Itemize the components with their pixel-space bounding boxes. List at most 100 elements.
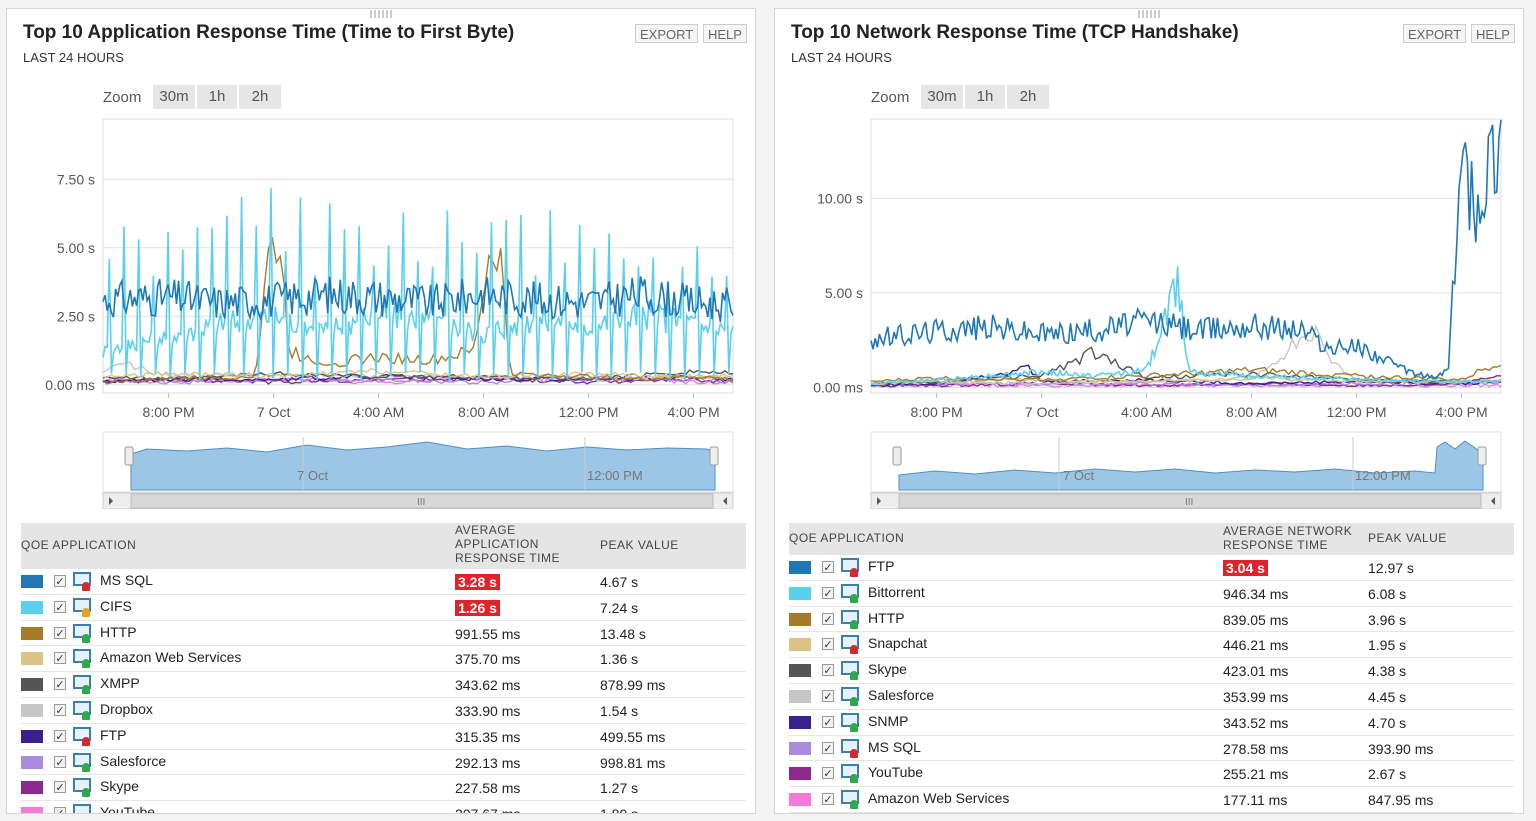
series-visibility-checkbox[interactable]: ✓ xyxy=(54,652,66,666)
range-navigator[interactable]: 7 Oct 12:00 PM III xyxy=(102,431,734,509)
series-visibility-checkbox[interactable]: ✓ xyxy=(822,741,834,755)
application-name: HTTP xyxy=(100,623,137,640)
series-line[interactable] xyxy=(102,276,734,323)
navigator-left-handle[interactable] xyxy=(124,446,134,466)
x-tick-label: 4:00 AM xyxy=(353,404,404,420)
x-axis-labels: 8:00 PM 7 Oct 4:00 AM 8:00 AM 12:00 PM 4:00 P… xyxy=(911,393,1488,420)
series-visibility-checkbox[interactable]: ✓ xyxy=(822,689,834,703)
zoom-1h-button[interactable]: 1h xyxy=(965,85,1005,109)
series-line[interactable] xyxy=(870,375,1502,386)
scroll-right-arrow-icon[interactable] xyxy=(723,497,727,505)
series-visibility-checkbox[interactable]: ✓ xyxy=(54,678,66,692)
application-name: Salesforce xyxy=(868,686,935,703)
series-visibility-checkbox[interactable]: ✓ xyxy=(822,612,834,626)
user-status-icon xyxy=(850,593,858,603)
application-name: FTP xyxy=(100,726,127,743)
table-row: ✓ Snapchat 446.21 ms 1.95 s xyxy=(789,632,1514,659)
series-visibility-checkbox[interactable]: ✓ xyxy=(54,626,66,640)
series-line[interactable] xyxy=(102,236,734,385)
zoom-30m-button[interactable]: 30m xyxy=(921,85,963,109)
series-line[interactable] xyxy=(102,368,734,380)
series-visibility-checkbox[interactable]: ✓ xyxy=(54,755,66,769)
series-line[interactable] xyxy=(870,266,1502,386)
average-response-value: 343.52 ms xyxy=(1223,714,1289,731)
user-status-icon xyxy=(82,633,90,643)
series-line[interactable] xyxy=(102,373,734,384)
series-visibility-checkbox[interactable]: ✓ xyxy=(54,575,66,588)
panel-subtitle: LAST 24 HOURS xyxy=(23,50,124,65)
zoom-2h-button[interactable]: 2h xyxy=(239,85,281,109)
average-response-value: 839.05 ms xyxy=(1223,611,1289,628)
table-header: QOE APPLICATION AVERAGE NETWORK RESPONSE… xyxy=(789,523,1514,555)
average-response-value: 315.35 ms xyxy=(455,728,521,745)
user-status-icon xyxy=(850,696,858,706)
average-response-value: 333.90 ms xyxy=(455,702,521,719)
series-visibility-checkbox[interactable]: ✓ xyxy=(54,781,66,795)
export-button[interactable]: EXPORT xyxy=(635,24,699,43)
y-tick-label: 0.00 ms xyxy=(45,377,95,393)
navigator-label-noon: 12:00 PM xyxy=(587,468,643,483)
table-row: ✓ HTTP 991.55 ms 13.48 s xyxy=(21,621,746,647)
peak-value: 12.97 s xyxy=(1368,560,1414,576)
scroll-thumb-grip: III xyxy=(417,497,425,508)
navigator-left-handle[interactable] xyxy=(892,446,902,466)
series-line[interactable] xyxy=(102,188,734,383)
export-button[interactable]: EXPORT xyxy=(1403,24,1467,43)
navigator-right-handle[interactable] xyxy=(709,446,719,466)
application-name: Skype xyxy=(868,661,907,678)
range-navigator[interactable]: 7 Oct 12:00 PM III xyxy=(870,431,1502,509)
navigator-scroll-thumb[interactable] xyxy=(130,493,714,509)
navigator-right-handle[interactable] xyxy=(1477,446,1487,466)
series-visibility-checkbox[interactable]: ✓ xyxy=(822,767,834,781)
average-response-value: 3.28 s xyxy=(455,574,500,590)
table-header: QOE APPLICATION AVERAGE APPLICATION RESP… xyxy=(21,523,746,569)
series-visibility-checkbox[interactable]: ✓ xyxy=(54,703,66,717)
navigator-scroll-thumb[interactable] xyxy=(898,493,1482,509)
table-row: ✓ Bittorrent 946.34 ms 6.08 s xyxy=(789,581,1514,607)
header-application: QOE APPLICATION xyxy=(21,538,137,552)
scroll-left-arrow-icon[interactable] xyxy=(109,497,113,505)
series-line[interactable] xyxy=(870,119,1502,380)
peak-value: 847.95 ms xyxy=(1368,792,1434,809)
series-visibility-checkbox[interactable]: ✓ xyxy=(822,664,834,678)
series-visibility-checkbox[interactable]: ✓ xyxy=(54,600,66,614)
zoom-30m-button[interactable]: 30m xyxy=(153,85,195,109)
series-color-swatch xyxy=(21,703,43,717)
panel-subtitle: LAST 24 HOURS xyxy=(791,50,892,65)
series-visibility-checkbox[interactable]: ✓ xyxy=(822,793,834,807)
scroll-right-arrow-icon[interactable] xyxy=(1491,497,1495,505)
series-color-swatch xyxy=(789,561,811,574)
header-peak: PEAK VALUE xyxy=(1368,531,1447,545)
series-visibility-checkbox[interactable]: ✓ xyxy=(54,729,66,743)
table-row: ✓ Amazon Web Services 177.11 ms 847.95 ms xyxy=(789,787,1514,813)
peak-value: 2.67 s xyxy=(1368,766,1407,783)
help-button[interactable]: HELP xyxy=(703,24,747,43)
drag-handle[interactable] xyxy=(1138,10,1162,18)
series-visibility-checkbox[interactable]: ✓ xyxy=(54,807,66,813)
table-row: ✓ FTP 315.35 ms 499.55 ms xyxy=(21,724,746,750)
header-peak: PEAK VALUE xyxy=(600,538,679,552)
table-row: ✓ SNMP 343.52 ms 4.70 s xyxy=(789,710,1514,736)
series-color-swatch xyxy=(21,626,43,640)
series-visibility-checkbox[interactable]: ✓ xyxy=(822,561,834,574)
series-line[interactable] xyxy=(870,364,1502,383)
zoom-1h-button[interactable]: 1h xyxy=(197,85,237,109)
drag-handle[interactable] xyxy=(370,10,394,18)
y-tick-label: 5.00 s xyxy=(825,285,863,301)
header-average: AVERAGE NETWORK RESPONSE TIME xyxy=(1223,524,1353,552)
series-line[interactable] xyxy=(870,381,1502,388)
x-tick-label: 12:00 PM xyxy=(1327,404,1387,420)
help-button[interactable]: HELP xyxy=(1471,24,1515,43)
zoom-2h-button[interactable]: 2h xyxy=(1007,85,1049,109)
series-visibility-checkbox[interactable]: ✓ xyxy=(822,586,834,600)
peak-value: 878.99 ms xyxy=(600,677,666,694)
series-visibility-checkbox[interactable]: ✓ xyxy=(822,715,834,729)
series-visibility-checkbox[interactable]: ✓ xyxy=(822,638,834,652)
app-response-panel: Top 10 Application Response Time (Time t… xyxy=(6,8,756,814)
application-name: YouTube xyxy=(100,804,156,814)
y-tick-label: 5.00 s xyxy=(57,240,95,256)
scroll-left-arrow-icon[interactable] xyxy=(877,497,881,505)
application-icon xyxy=(73,804,91,813)
application-name: Snapchat xyxy=(868,635,928,652)
user-status-icon xyxy=(850,800,858,810)
